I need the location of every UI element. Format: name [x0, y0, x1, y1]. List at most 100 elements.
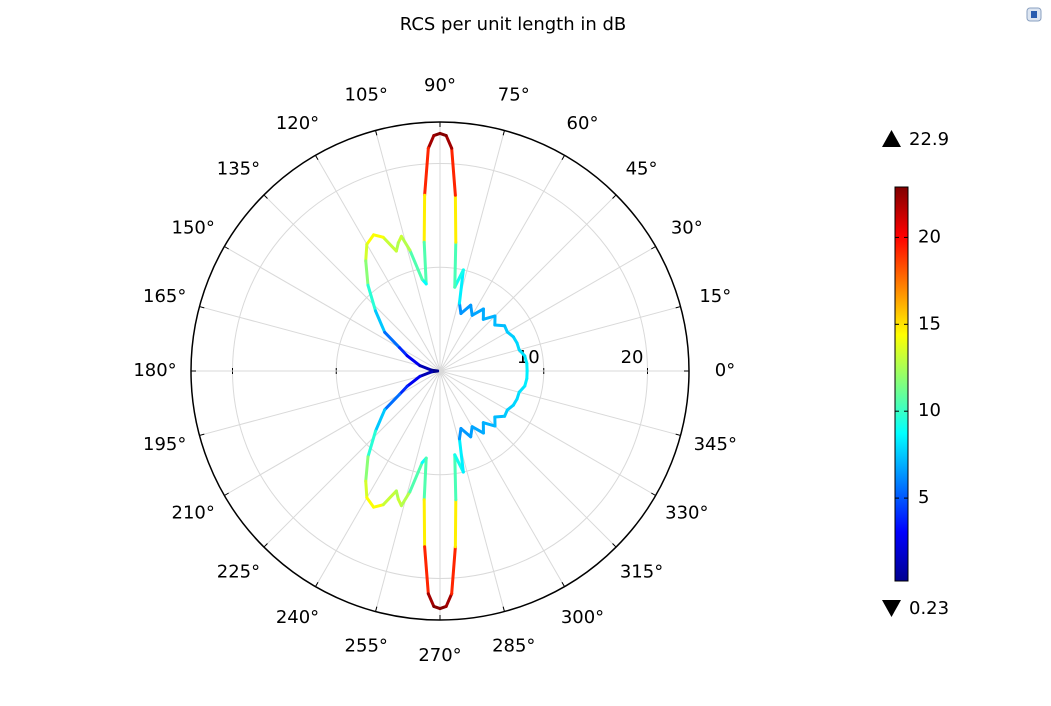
a-tick — [224, 246, 229, 250]
a-tick-label: 60° — [567, 113, 599, 134]
curve-segment — [453, 240, 458, 289]
curve-segment — [418, 364, 434, 372]
a-tick — [199, 433, 205, 436]
curve-segment — [381, 235, 398, 253]
curve-segment — [366, 429, 378, 459]
grid-spoke — [439, 155, 565, 372]
curve-segment — [459, 303, 473, 315]
a-tick — [315, 155, 319, 160]
curve-segment — [364, 242, 369, 263]
grid-spoke — [439, 194, 617, 372]
a-tick-label: 345° — [694, 434, 737, 455]
curve-segment — [405, 354, 422, 368]
curve-segment — [422, 456, 428, 502]
curve-segment — [444, 592, 454, 608]
a-tick — [651, 246, 656, 250]
grid-spoke — [439, 370, 565, 587]
grid-spoke — [375, 130, 441, 372]
a-tick-label: 255° — [345, 635, 388, 656]
a-tick-label: 315° — [620, 562, 663, 583]
grid-spoke — [315, 155, 441, 372]
curve-segment — [453, 453, 458, 502]
curve-segment — [408, 461, 424, 494]
curve-segment — [423, 545, 430, 596]
a-tick-label: 240° — [276, 607, 319, 628]
a-tick-label: 45° — [626, 158, 658, 179]
curve-segment — [457, 437, 465, 474]
curve-segment — [374, 309, 387, 334]
grid-spoke — [439, 306, 681, 372]
curve-segment — [470, 425, 485, 435]
a-tick — [502, 130, 505, 136]
a-tick — [561, 582, 565, 587]
a-tick — [502, 606, 505, 612]
curve-segment — [426, 592, 436, 608]
grid-spoke — [439, 130, 505, 372]
curve-segment — [365, 496, 376, 509]
grid-spoke — [224, 370, 441, 496]
a-tick — [561, 155, 565, 160]
a-tick — [263, 543, 268, 548]
a-tick-label: 165° — [143, 286, 186, 307]
a-tick-label: 225° — [217, 562, 260, 583]
max-marker — [882, 130, 901, 147]
curve-segment — [408, 248, 424, 281]
colorbar-tick-label: 15 — [918, 313, 941, 334]
grid-spoke — [375, 370, 441, 612]
grid-spoke — [439, 370, 681, 436]
curve-segment — [399, 234, 412, 252]
curve-segment — [423, 146, 430, 197]
curve-segment — [372, 233, 385, 239]
curve-segment — [364, 479, 369, 500]
colorbar-tick-label: 20 — [918, 226, 941, 247]
colorbar-tick-label: 5 — [918, 487, 929, 508]
a-tick-label: 15° — [699, 286, 731, 307]
a-tick-label: 180° — [133, 360, 176, 381]
a-tick — [612, 543, 617, 548]
a-tick-label: 150° — [172, 218, 215, 239]
outer-circle — [190, 121, 690, 621]
window-icon — [1026, 7, 1042, 22]
colorbar — [894, 186, 909, 582]
curve-segment — [372, 503, 385, 509]
a-tick — [224, 492, 229, 496]
curve-segment — [365, 233, 376, 246]
curve-segment — [366, 283, 378, 313]
curve-segment — [381, 489, 398, 507]
a-tick — [612, 194, 617, 199]
a-tick-label: 270° — [418, 645, 461, 666]
a-tick-label: 75° — [498, 85, 530, 106]
r-tick-label: 20 — [621, 347, 644, 368]
a-tick-label: 330° — [665, 503, 708, 524]
curve-segment — [470, 307, 485, 317]
curve-segment — [399, 490, 412, 508]
curve-segment — [450, 545, 457, 596]
grid-spoke — [439, 370, 505, 612]
a-tick-label: 90° — [424, 75, 456, 96]
curve-segment — [418, 370, 434, 378]
curve-segment — [426, 134, 436, 150]
curve-segment — [364, 455, 370, 483]
grid-spoke — [439, 370, 617, 548]
a-tick — [675, 306, 681, 309]
a-tick-label: 0° — [715, 360, 735, 381]
grid-spoke — [224, 246, 441, 372]
a-tick — [263, 194, 268, 199]
curve-segment — [405, 374, 422, 388]
a-tick-label: 135° — [217, 158, 260, 179]
curve-segment — [459, 427, 473, 439]
a-tick — [315, 582, 319, 587]
a-tick — [675, 433, 681, 436]
curve-segment — [444, 134, 454, 150]
a-tick-label: 105° — [345, 85, 388, 106]
a-tick — [375, 130, 378, 136]
a-tick-label: 300° — [561, 607, 604, 628]
curve-segment — [398, 384, 409, 396]
curve-segment — [383, 392, 402, 412]
curve-segment — [364, 259, 370, 287]
a-tick-label: 120° — [276, 113, 319, 134]
curve-segment — [457, 301, 463, 315]
curve-segment — [422, 240, 428, 286]
grid-spoke — [263, 194, 441, 372]
curve-segment — [493, 414, 507, 419]
